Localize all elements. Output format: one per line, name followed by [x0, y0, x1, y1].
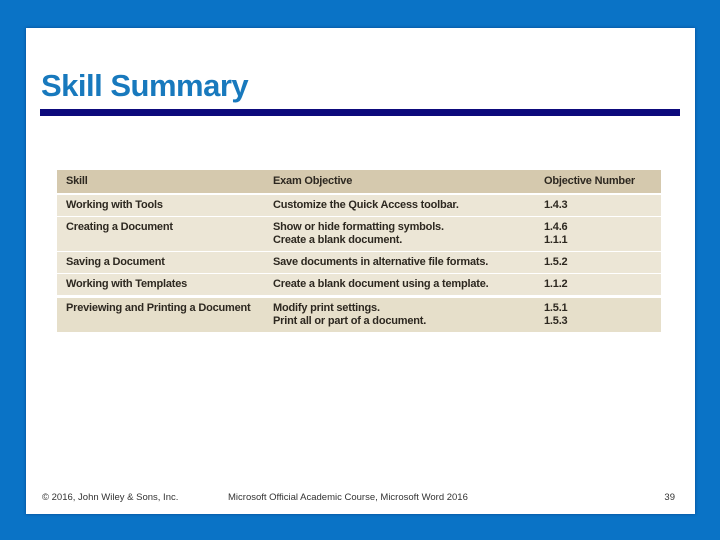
footer-copyright: © 2016, John Wiley & Sons, Inc. — [42, 492, 179, 503]
cell-objective: Create a blank document using a template… — [273, 278, 489, 290]
header-skill: Skill — [66, 175, 88, 187]
skill-summary-table: Skill Exam Objective Objective Number Wo… — [57, 170, 661, 332]
table-row: Working with Templates Create a blank do… — [57, 274, 661, 296]
header-objective-number: Objective Number — [544, 175, 635, 187]
cell-objective: Modify print settings. Print all or part… — [273, 302, 427, 327]
cell-objective: Customize the Quick Access toolbar. — [273, 199, 459, 211]
table-row: Working with Tools Customize the Quick A… — [57, 195, 661, 217]
cell-number: 1.4.6 1.1.1 — [544, 221, 568, 246]
cell-skill: Saving a Document — [66, 256, 165, 268]
table-row: Previewing and Printing a Document Modif… — [57, 296, 661, 332]
table-row: Creating a Document Show or hide formatt… — [57, 217, 661, 252]
cell-number: 1.5.1 1.5.3 — [544, 302, 568, 327]
cell-skill: Working with Templates — [66, 278, 188, 290]
cell-skill: Previewing and Printing a Document — [66, 302, 251, 314]
title-rule — [40, 109, 680, 116]
cell-objective: Save documents in alternative file forma… — [273, 256, 489, 268]
page-title: Skill Summary — [41, 68, 249, 103]
table-header-row: Skill Exam Objective Objective Number — [57, 170, 661, 195]
cell-skill: Creating a Document — [66, 221, 173, 233]
slide: Skill Summary Skill Exam Objective Objec… — [26, 28, 695, 514]
footer-page-number: 39 — [664, 492, 675, 503]
cell-objective: Show or hide formatting symbols. Create … — [273, 221, 444, 246]
footer-course: Microsoft Official Academic Course, Micr… — [228, 492, 468, 503]
cell-skill: Working with Tools — [66, 199, 163, 211]
cell-number: 1.5.2 — [544, 256, 568, 268]
header-exam-objective: Exam Objective — [273, 175, 353, 187]
cell-number: 1.1.2 — [544, 278, 568, 290]
table-row: Saving a Document Save documents in alte… — [57, 252, 661, 274]
cell-number: 1.4.3 — [544, 199, 568, 211]
